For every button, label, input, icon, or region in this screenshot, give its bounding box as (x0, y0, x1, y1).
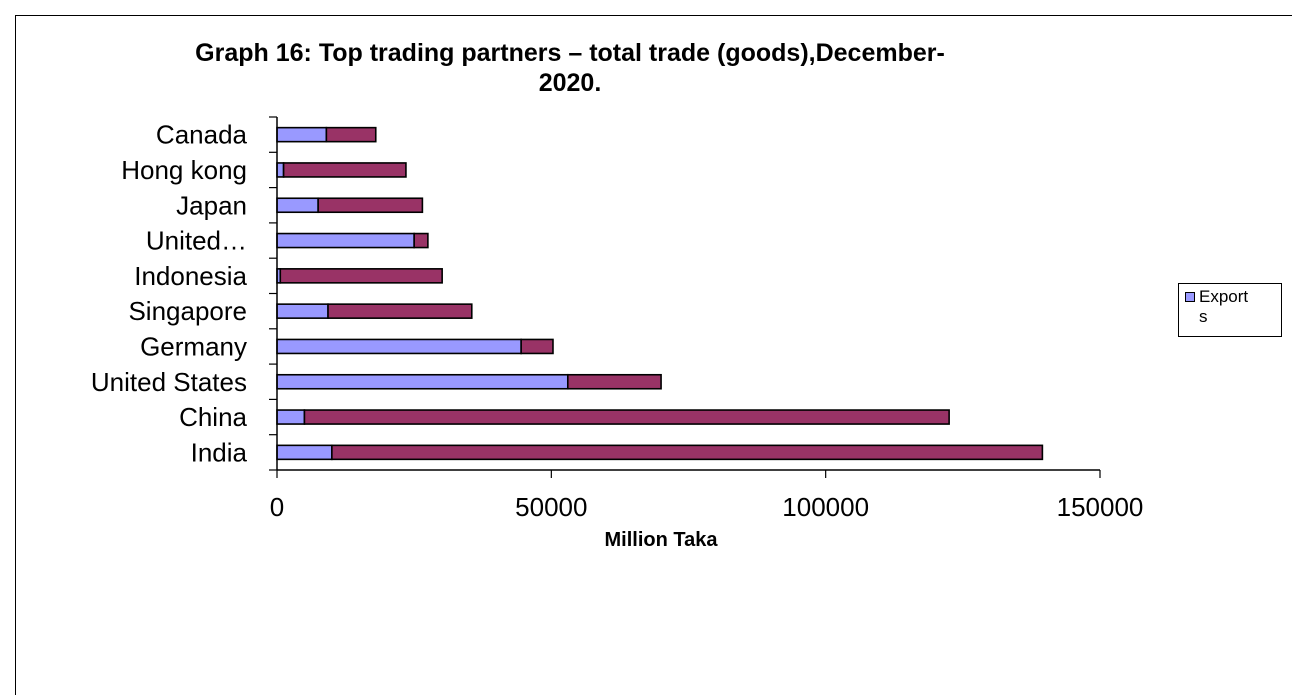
bar-united-states-series-2 (566, 373, 662, 390)
bar-united-states-series-1 (276, 373, 569, 390)
bar-hong-kong-series-2 (282, 162, 407, 178)
x-tick-label: 0 (270, 492, 284, 522)
x-tick-label: 100000 (782, 492, 869, 522)
category-label-china: China (179, 402, 247, 432)
bar-germany-series-1 (276, 338, 522, 355)
x-tick-label: 50000 (515, 492, 587, 522)
category-label-united: United… (146, 226, 247, 256)
bar-india-series-2 (331, 444, 1044, 461)
category-label-hong-kong: Hong kong (121, 155, 247, 185)
legend-swatch-exports (1185, 292, 1195, 302)
bar-united-series-1 (276, 232, 415, 249)
bar-chart: Canada Hong kong Japan United… Indonesia Sing… (91, 116, 1144, 551)
legend-label-exports: Export s (1199, 287, 1249, 326)
x-tick-label: 150000 (1057, 492, 1144, 522)
category-label-india: India (191, 437, 248, 467)
bar-india-series-1 (276, 444, 333, 461)
category-label-indonesia: Indonesia (134, 261, 247, 291)
chart-frame (15, 15, 1292, 695)
bar-singapore-series-1 (276, 303, 329, 319)
bar-united-series-2 (413, 232, 429, 249)
bar-canada-series-1 (276, 126, 328, 143)
legend: Export s (1178, 283, 1282, 337)
category-label-canada: Canada (156, 120, 248, 150)
bar-indonesia-series-2 (279, 268, 443, 284)
bar-germany-series-2 (520, 338, 554, 355)
category-label-germany: Germany (140, 331, 247, 361)
bar-china-series-2 (303, 409, 950, 425)
bar-singapore-series-2 (327, 303, 473, 319)
category-label-japan: Japan (176, 190, 247, 220)
bar-japan-series-2 (317, 197, 424, 214)
category-label-united-states: United States (91, 367, 247, 397)
bar-hong-kong-series-1 (276, 162, 285, 178)
category-label-singapore: Singapore (128, 296, 247, 326)
chart-title: Graph 16: Top trading partners – total t… (195, 39, 945, 97)
x-axis-title: Million Taka (605, 529, 719, 551)
bar-canada-series-2 (325, 126, 377, 143)
bar-china-series-1 (276, 409, 306, 425)
bar-japan-series-1 (276, 197, 319, 214)
